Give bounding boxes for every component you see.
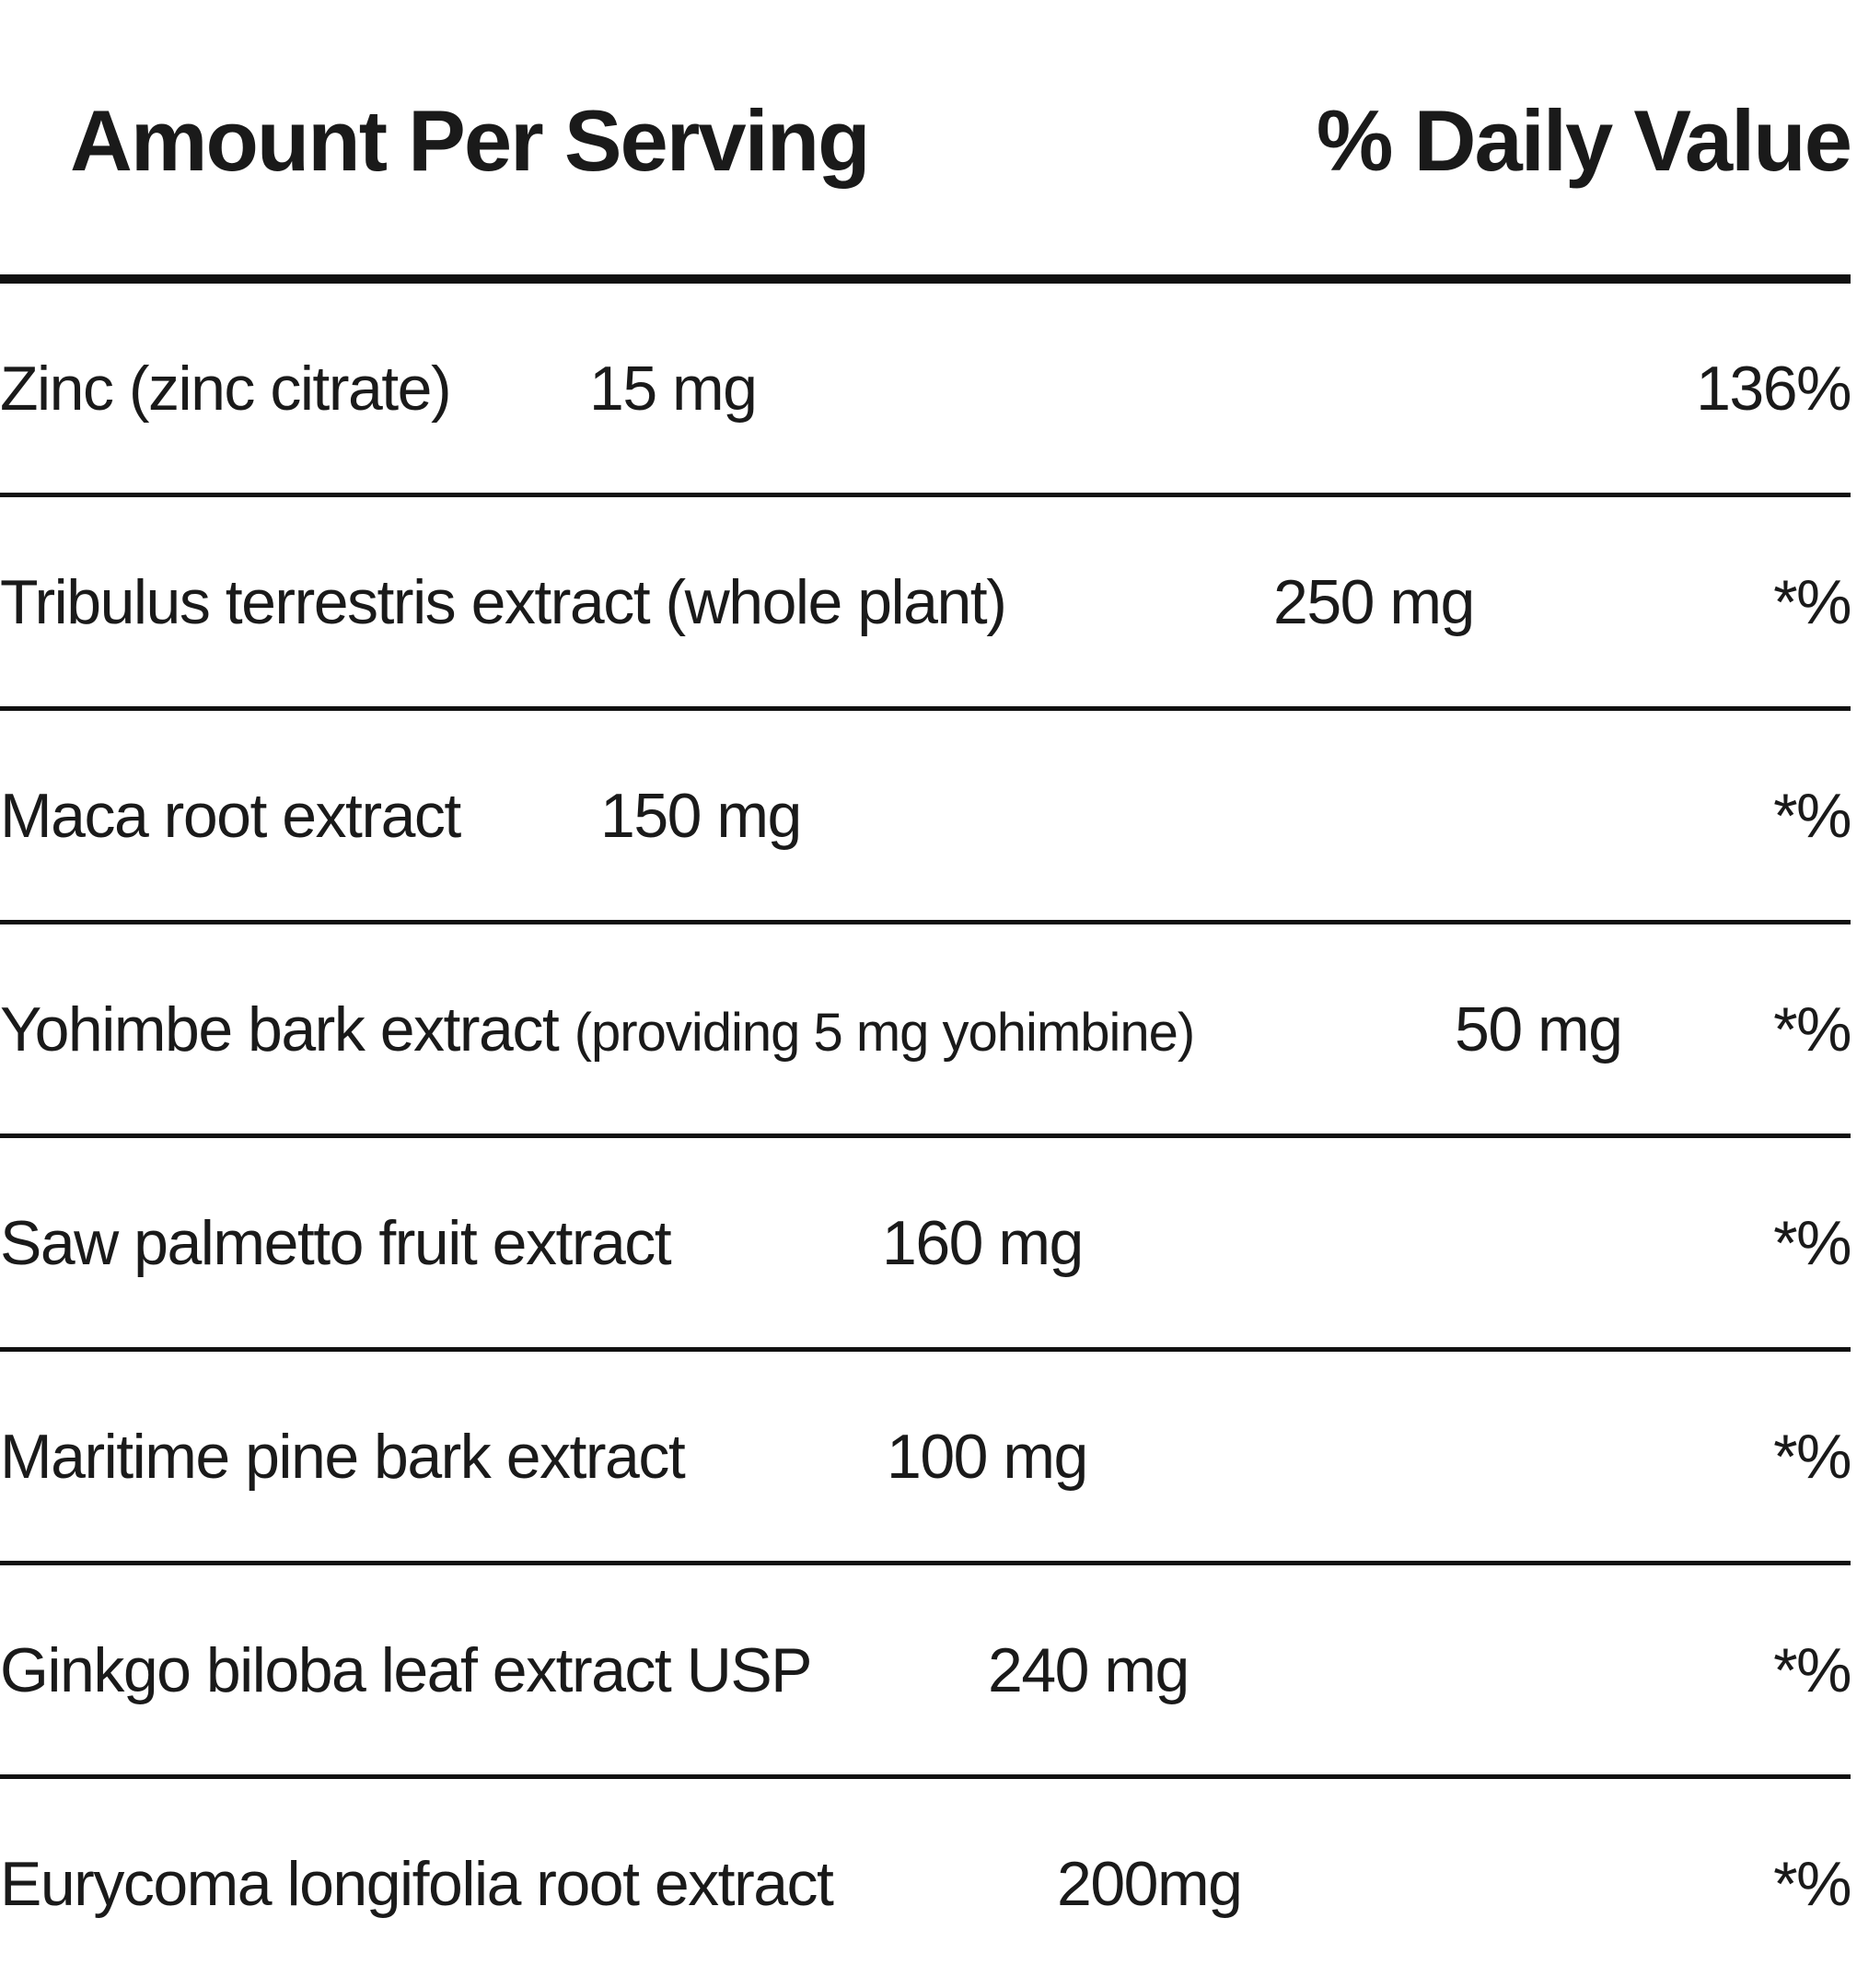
table-row: Yohimbe bark extract (providing 5 mg yoh…: [0, 924, 1851, 1138]
ingredient-amount: 100 mg: [887, 1421, 1088, 1492]
table-row: Maritime pine bark extract 100 mg *%: [0, 1352, 1851, 1565]
ingredient-name: Maca root extract: [0, 780, 461, 851]
ingredient-name: Maritime pine bark extract: [0, 1421, 686, 1492]
ingredient-daily-value: *%: [1773, 1634, 1851, 1705]
ingredient-name: Ginkgo biloba leaf extract USP: [0, 1634, 813, 1705]
ingredient-name: Saw palmetto fruit extract: [0, 1207, 672, 1278]
ingredient-amount: 160 mg: [882, 1207, 1084, 1278]
ingredient-daily-value: *%: [1773, 994, 1851, 1064]
ingredient-note: (providing 5 mg yohimbine): [574, 1002, 1196, 1063]
header-divider: [0, 274, 1851, 284]
ingredient-daily-value: *%: [1773, 780, 1851, 851]
ingredient-name: Eurycoma longifolia root extract: [0, 1848, 834, 1919]
table-row: Saw palmetto fruit extract 160 mg *%: [0, 1138, 1851, 1352]
ingredient-amount: 150 mg: [600, 780, 802, 851]
ingredient-name: Yohimbe bark extract (providing 5 mg yoh…: [0, 998, 1196, 1063]
ingredient-table: Zinc (zinc citrate) 15 mg 136% Tribulus …: [0, 284, 1851, 1988]
ingredient-daily-value: *%: [1773, 1848, 1851, 1919]
daily-value-heading: % Daily Value: [1316, 92, 1852, 189]
ingredient-amount: 50 mg: [1455, 994, 1623, 1064]
ingredient-name-text: Yohimbe bark extract: [0, 994, 560, 1064]
table-row: Eurycoma longifolia root extract 200mg *…: [0, 1779, 1851, 1988]
table-row: Maca root extract 150 mg *%: [0, 711, 1851, 924]
ingredient-name: Tribulus terrestris extract (whole plant…: [0, 566, 1007, 637]
ingredient-amount: 240 mg: [988, 1634, 1190, 1705]
ingredient-daily-value: *%: [1773, 1207, 1851, 1278]
ingredient-amount: 15 mg: [589, 353, 758, 424]
table-row: Ginkgo biloba leaf extract USP 240 mg *%: [0, 1565, 1851, 1779]
ingredient-amount: 200mg: [1057, 1848, 1243, 1919]
ingredient-daily-value: 136%: [1696, 353, 1851, 424]
ingredient-daily-value: *%: [1773, 1421, 1851, 1492]
table-header: Amount Per Serving % Daily Value: [0, 0, 1852, 276]
table-row: Tribulus terrestris extract (whole plant…: [0, 497, 1851, 711]
ingredient-daily-value: *%: [1773, 566, 1851, 637]
ingredient-name: Zinc (zinc citrate): [0, 353, 452, 424]
amount-per-serving-heading: Amount Per Serving: [70, 92, 871, 189]
ingredient-amount: 250 mg: [1273, 566, 1475, 637]
table-row: Zinc (zinc citrate) 15 mg 136%: [0, 284, 1851, 497]
